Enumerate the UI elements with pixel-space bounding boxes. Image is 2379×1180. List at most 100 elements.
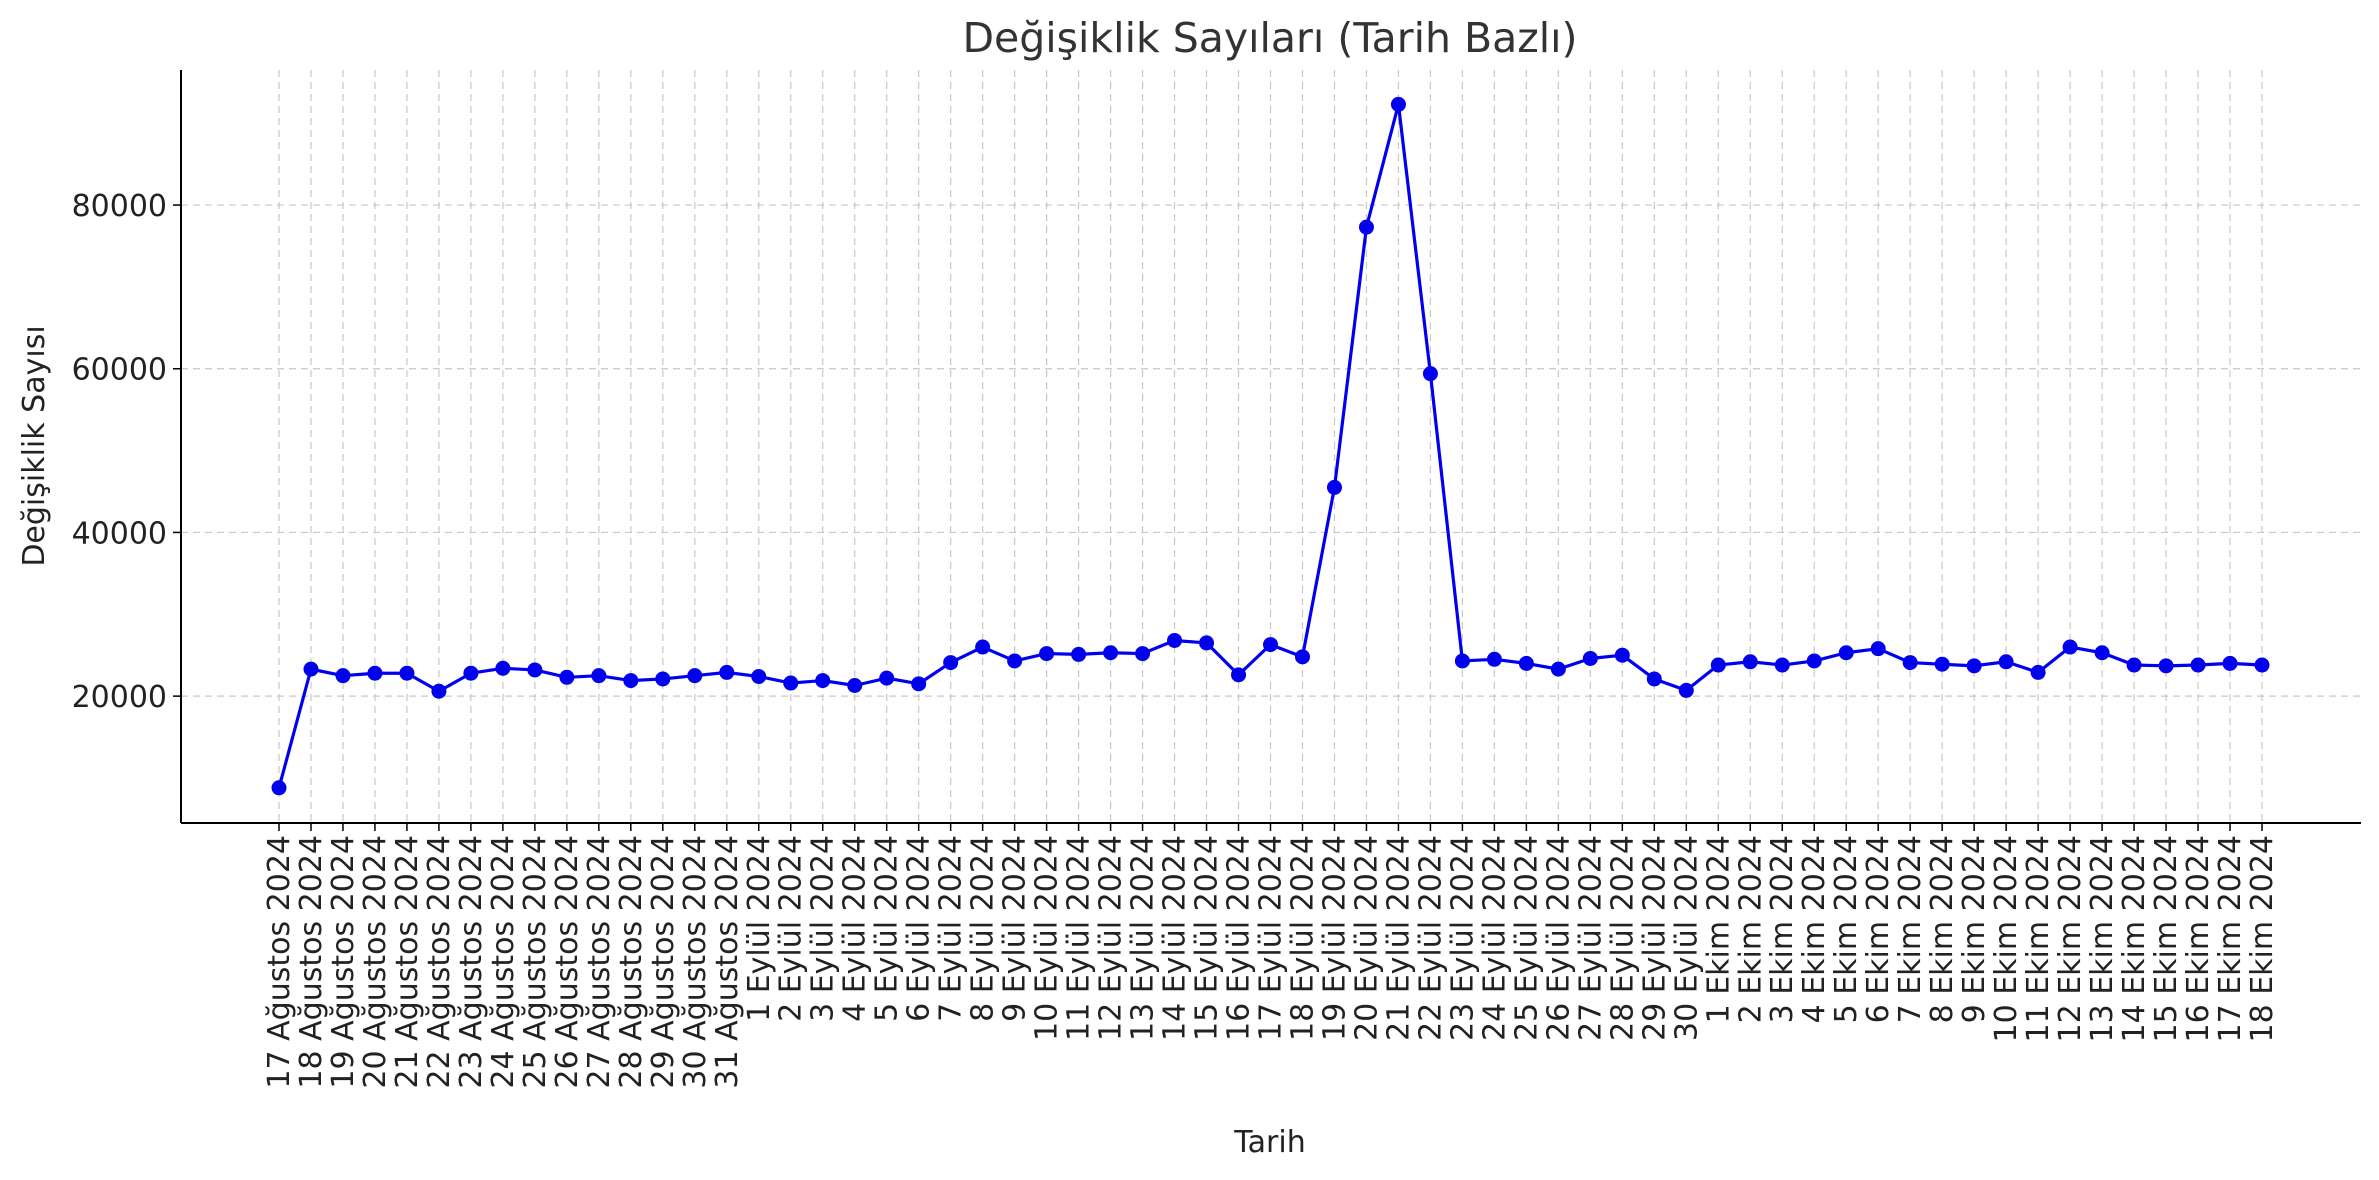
chart-title: Değişiklik Sayıları (Tarih Bazlı) xyxy=(962,14,1577,62)
data-point xyxy=(367,666,382,681)
data-point xyxy=(1647,671,1662,686)
x-tick-label: 3 Eylül 2024 xyxy=(806,835,841,1022)
data-point xyxy=(2223,656,2238,671)
y-tick-label: 60000 xyxy=(72,353,167,388)
data-point xyxy=(2191,658,2206,673)
y-tick-label: 80000 xyxy=(72,189,167,224)
x-tick-label: 20 Eylül 2024 xyxy=(1349,835,1384,1041)
x-tick-label: 13 Eylül 2024 xyxy=(1126,835,1161,1041)
data-point xyxy=(1519,656,1534,671)
grid xyxy=(181,70,2361,823)
x-tick-label: 29 Ağustos 2024 xyxy=(646,835,681,1089)
data-point xyxy=(1935,657,1950,672)
x-tick-label: 17 Ağustos 2024 xyxy=(262,835,297,1089)
x-tick-label: 19 Ağustos 2024 xyxy=(326,835,361,1089)
data-point xyxy=(1711,658,1726,673)
data-point xyxy=(2031,665,2046,680)
y-axis-label: Değişiklik Sayısı xyxy=(17,325,52,566)
x-tick-label: 18 Ekim 2024 xyxy=(2245,835,2280,1042)
data-point xyxy=(1263,637,1278,652)
x-tick-label: 17 Ekim 2024 xyxy=(2213,835,2248,1042)
data-point xyxy=(1199,635,1214,650)
x-tick-label: 28 Eylül 2024 xyxy=(1605,835,1640,1041)
data-point xyxy=(431,684,446,699)
data-point xyxy=(272,780,287,795)
x-tick-label: 21 Eylül 2024 xyxy=(1381,835,1416,1041)
data-point xyxy=(975,640,990,655)
x-tick-label: 19 Eylül 2024 xyxy=(1317,835,1352,1041)
x-tick-label: 12 Ekim 2024 xyxy=(2053,835,2088,1042)
data-point xyxy=(1839,645,1854,660)
data-point xyxy=(1807,653,1822,668)
data-point xyxy=(1007,653,1022,668)
data-point xyxy=(2127,658,2142,673)
x-tick-label: 15 Eylül 2024 xyxy=(1190,835,1225,1041)
x-tick-label: 20 Ağustos 2024 xyxy=(358,835,393,1089)
y-tick-label: 40000 xyxy=(72,516,167,551)
x-tick-label: 22 Ağustos 2024 xyxy=(422,835,457,1089)
x-tick-label: 7 Ekim 2024 xyxy=(1893,835,1928,1023)
data-point xyxy=(2255,658,2270,673)
x-tick-label: 25 Eylül 2024 xyxy=(1509,835,1544,1041)
data-point xyxy=(591,668,606,683)
data-point xyxy=(1167,633,1182,648)
data-point xyxy=(623,673,638,688)
x-tick-label: 22 Eylül 2024 xyxy=(1413,835,1448,1041)
data-point xyxy=(1615,648,1630,663)
data-point xyxy=(2063,640,2078,655)
x-tick-label: 6 Eylül 2024 xyxy=(902,835,937,1022)
x-tick-label: 9 Ekim 2024 xyxy=(1957,835,1992,1023)
x-tick-label: 14 Ekim 2024 xyxy=(2117,835,2152,1042)
x-tick-label: 1 Eylül 2024 xyxy=(742,835,777,1022)
x-tick-label: 13 Ekim 2024 xyxy=(2085,835,2120,1042)
x-axis-label: Tarih xyxy=(1233,1125,1305,1160)
x-tick-label: 23 Ağustos 2024 xyxy=(454,835,489,1089)
data-point xyxy=(847,678,862,693)
x-tick-label: 5 Ekim 2024 xyxy=(1829,835,1864,1023)
data-point xyxy=(1679,683,1694,698)
data-point xyxy=(719,665,734,680)
data-point xyxy=(2159,658,2174,673)
data-point xyxy=(943,655,958,670)
data-point xyxy=(335,668,350,683)
x-tick-label: 26 Ağustos 2024 xyxy=(550,835,585,1089)
data-point xyxy=(1967,658,1982,673)
x-tick-label: 30 Eylül 2024 xyxy=(1669,835,1704,1041)
x-tick-label: 11 Ekim 2024 xyxy=(2021,835,2056,1042)
data-point xyxy=(463,666,478,681)
data-point xyxy=(1391,97,1406,112)
x-tick-label: 12 Eylül 2024 xyxy=(1094,835,1129,1041)
x-tick-label: 1 Ekim 2024 xyxy=(1701,835,1736,1023)
x-tick-label: 15 Ekim 2024 xyxy=(2149,835,2184,1042)
x-tick-label: 23 Eylül 2024 xyxy=(1445,835,1480,1041)
x-tick-label: 7 Eylül 2024 xyxy=(934,835,969,1022)
data-point xyxy=(2095,645,2110,660)
data-point xyxy=(1903,655,1918,670)
y-ticks: 20000 40000 60000 80000 xyxy=(72,189,181,715)
data-point xyxy=(1327,480,1342,495)
x-tick-label: 2 Ekim 2024 xyxy=(1733,835,1768,1023)
data-point xyxy=(1135,646,1150,661)
data-point xyxy=(399,666,414,681)
x-tick-label: 16 Eylül 2024 xyxy=(1222,835,1257,1041)
data-point xyxy=(1295,649,1310,664)
data-point xyxy=(1775,658,1790,673)
data-point xyxy=(1071,647,1086,662)
data-point xyxy=(303,662,318,677)
data-point xyxy=(559,670,574,685)
x-tick-label: 3 Ekim 2024 xyxy=(1765,835,1800,1023)
x-tick-label: 5 Eylül 2024 xyxy=(870,835,905,1022)
data-point xyxy=(1999,654,2014,669)
x-tick-label: 6 Ekim 2024 xyxy=(1861,835,1896,1023)
data-point xyxy=(1871,641,1886,656)
data-point xyxy=(911,676,926,691)
data-point xyxy=(1423,366,1438,381)
x-tick-label: 10 Ekim 2024 xyxy=(1989,835,2024,1042)
x-tick-label: 9 Eylül 2024 xyxy=(998,835,1033,1022)
x-tick-label: 2 Eylül 2024 xyxy=(774,835,809,1022)
data-point xyxy=(1487,652,1502,667)
x-tick-label: 21 Ağustos 2024 xyxy=(390,835,425,1089)
x-tick-label: 18 Eylül 2024 xyxy=(1285,835,1320,1041)
